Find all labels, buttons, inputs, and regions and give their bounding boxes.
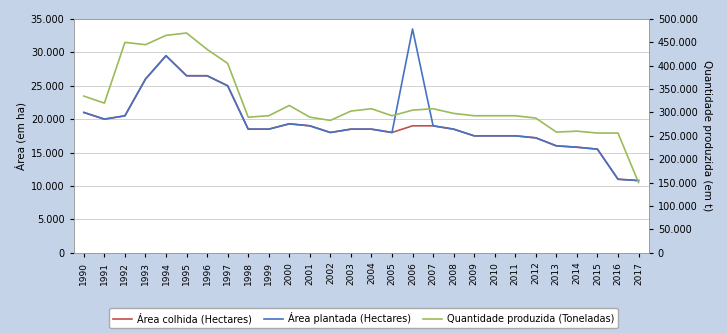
Quantidade produzida (Toneladas): [593, 131, 602, 135]
Área colhida (Hectares): [449, 127, 458, 131]
Área colhida (Hectares): [182, 74, 191, 78]
Quantidade produzida (Toneladas): [141, 43, 150, 47]
Área colhida (Hectares): [347, 127, 356, 131]
Área colhida (Hectares): [491, 134, 499, 138]
Área colhida (Hectares): [326, 131, 334, 135]
Área colhida (Hectares): [552, 144, 561, 148]
Quantidade produzida (Toneladas): [491, 114, 499, 118]
Área colhida (Hectares): [367, 127, 376, 131]
Quantidade produzida (Toneladas): [79, 94, 88, 98]
Área plantada (Hectares): [223, 84, 232, 88]
Área plantada (Hectares): [387, 131, 396, 135]
Área colhida (Hectares): [79, 111, 88, 115]
Área colhida (Hectares): [593, 147, 602, 151]
Quantidade produzida (Toneladas): [449, 112, 458, 116]
Área plantada (Hectares): [408, 27, 417, 31]
Quantidade produzida (Toneladas): [531, 116, 540, 120]
Área plantada (Hectares): [347, 127, 356, 131]
Área plantada (Hectares): [367, 127, 376, 131]
Quantidade produzida (Toneladas): [387, 114, 396, 118]
Quantidade produzida (Toneladas): [265, 114, 273, 118]
Quantidade produzida (Toneladas): [634, 180, 643, 184]
Área colhida (Hectares): [285, 122, 294, 126]
Quantidade produzida (Toneladas): [511, 114, 520, 118]
Quantidade produzida (Toneladas): [100, 101, 109, 105]
Quantidade produzida (Toneladas): [285, 104, 294, 108]
Área plantada (Hectares): [100, 117, 109, 121]
Área plantada (Hectares): [552, 144, 561, 148]
Área plantada (Hectares): [634, 178, 643, 182]
Área plantada (Hectares): [593, 147, 602, 151]
Área plantada (Hectares): [614, 177, 622, 181]
Área colhida (Hectares): [634, 178, 643, 182]
Quantidade produzida (Toneladas): [121, 40, 129, 44]
Área colhida (Hectares): [203, 74, 212, 78]
Área plantada (Hectares): [429, 124, 438, 128]
Área plantada (Hectares): [491, 134, 499, 138]
Line: Quantidade produzida (Toneladas): Quantidade produzida (Toneladas): [84, 33, 638, 182]
Área colhida (Hectares): [470, 134, 478, 138]
Quantidade produzida (Toneladas): [614, 131, 622, 135]
Quantidade produzida (Toneladas): [326, 119, 334, 123]
Área plantada (Hectares): [449, 127, 458, 131]
Área colhida (Hectares): [387, 131, 396, 135]
Área plantada (Hectares): [531, 136, 540, 140]
Área plantada (Hectares): [305, 124, 314, 128]
Área plantada (Hectares): [244, 127, 252, 131]
Área plantada (Hectares): [326, 131, 334, 135]
Área colhida (Hectares): [265, 127, 273, 131]
Y-axis label: Área (em ha): Área (em ha): [15, 102, 26, 170]
Quantidade produzida (Toneladas): [470, 114, 478, 118]
Área plantada (Hectares): [161, 54, 170, 58]
Quantidade produzida (Toneladas): [244, 115, 252, 119]
Área colhida (Hectares): [614, 177, 622, 181]
Quantidade produzida (Toneladas): [429, 107, 438, 111]
Área colhida (Hectares): [531, 136, 540, 140]
Quantidade produzida (Toneladas): [182, 31, 191, 35]
Área plantada (Hectares): [573, 145, 582, 149]
Quantidade produzida (Toneladas): [161, 33, 170, 37]
Área plantada (Hectares): [79, 111, 88, 115]
Quantidade produzida (Toneladas): [552, 130, 561, 134]
Área plantada (Hectares): [121, 114, 129, 118]
Área plantada (Hectares): [203, 74, 212, 78]
Quantidade produzida (Toneladas): [203, 47, 212, 51]
Line: Área plantada (Hectares): Área plantada (Hectares): [84, 29, 638, 180]
Área colhida (Hectares): [573, 145, 582, 149]
Área plantada (Hectares): [511, 134, 520, 138]
Line: Área colhida (Hectares): Área colhida (Hectares): [84, 56, 638, 180]
Área plantada (Hectares): [470, 134, 478, 138]
Área colhida (Hectares): [100, 117, 109, 121]
Y-axis label: Quantidade produzida (em t): Quantidade produzida (em t): [702, 60, 712, 211]
Área colhida (Hectares): [161, 54, 170, 58]
Quantidade produzida (Toneladas): [573, 129, 582, 133]
Área plantada (Hectares): [285, 122, 294, 126]
Área colhida (Hectares): [429, 124, 438, 128]
Quantidade produzida (Toneladas): [305, 115, 314, 119]
Quantidade produzida (Toneladas): [223, 61, 232, 65]
Área plantada (Hectares): [141, 77, 150, 81]
Quantidade produzida (Toneladas): [347, 109, 356, 113]
Área plantada (Hectares): [182, 74, 191, 78]
Quantidade produzida (Toneladas): [408, 108, 417, 112]
Área colhida (Hectares): [244, 127, 252, 131]
Quantidade produzida (Toneladas): [367, 107, 376, 111]
Área colhida (Hectares): [305, 124, 314, 128]
Área colhida (Hectares): [121, 114, 129, 118]
Área colhida (Hectares): [511, 134, 520, 138]
Área plantada (Hectares): [265, 127, 273, 131]
Área colhida (Hectares): [408, 124, 417, 128]
Área colhida (Hectares): [223, 84, 232, 88]
Área colhida (Hectares): [141, 77, 150, 81]
Legend: Área colhida (Hectares), Área plantada (Hectares), Quantidade produzida (Tonelad: Área colhida (Hectares), Área plantada (…: [109, 308, 618, 328]
